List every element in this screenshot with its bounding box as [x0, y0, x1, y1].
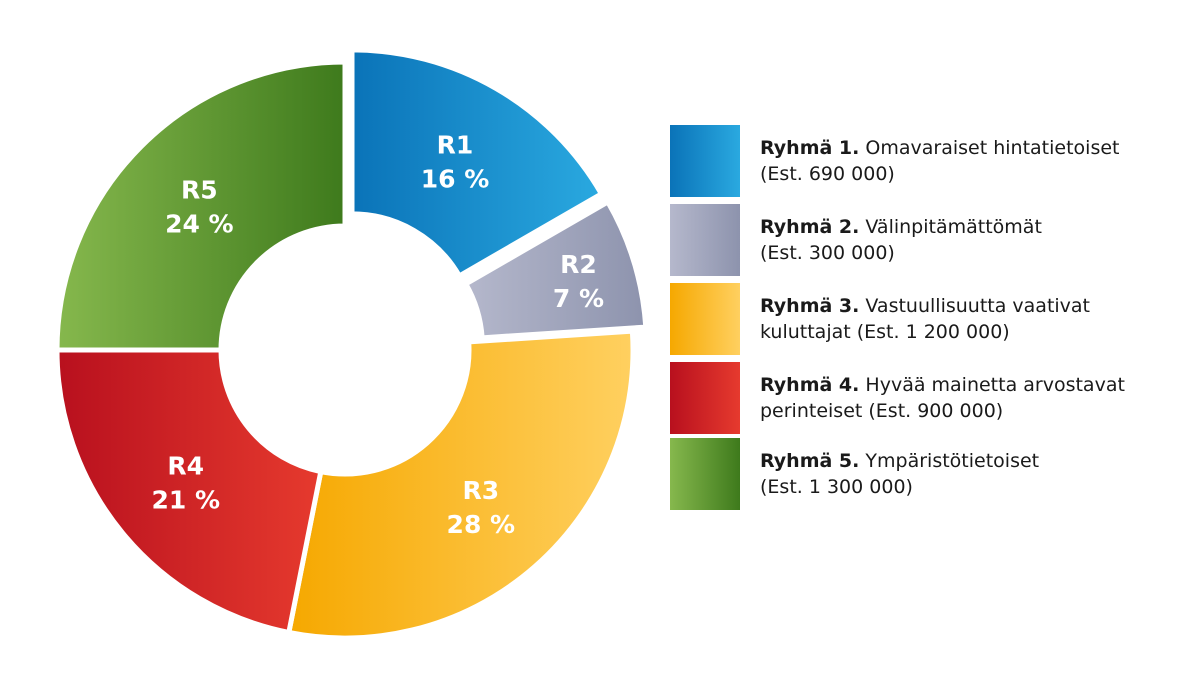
legend-group-r1: Ryhmä 1.	[760, 137, 860, 159]
legend-desc-r5: Ympäristötietoiset	[859, 450, 1040, 472]
legend-item-r3: Ryhmä 3. Vastuullisuutta vaativat kulutt…	[670, 283, 1140, 355]
legend-desc-r3: Vastuullisuutta vaativat	[859, 295, 1091, 317]
legend-est-r3: kuluttajat (Est. 1 200 000)	[760, 321, 1010, 343]
legend-swatch-r2	[670, 204, 740, 276]
donut-slices	[54, 47, 649, 641]
legend-text-r4: Ryhmä 4. Hyvää mainetta arvostavat perin…	[760, 372, 1140, 424]
slice-value-r4: 21 %	[151, 486, 220, 515]
legend-est-r5: (Est. 1 300 000)	[760, 476, 913, 498]
legend-item-r4: Ryhmä 4. Hyvää mainetta arvostavat perin…	[670, 362, 1140, 434]
legend-text-r1: Ryhmä 1. Omavaraiset hintatietoiset (Est…	[760, 135, 1140, 187]
legend-swatch-r4	[670, 362, 740, 434]
slice-value-r1: 16 %	[421, 164, 490, 193]
slice-r5	[54, 59, 348, 353]
legend-desc-r2: Välinpitämättömät	[859, 216, 1042, 238]
legend-group-r2: Ryhmä 2.	[760, 216, 860, 238]
legend-group-r5: Ryhmä 5.	[760, 450, 860, 472]
legend-item-r2: Ryhmä 2. Välinpitämättömät (Est. 300 000…	[670, 204, 1140, 276]
slice-label-r3: R3	[462, 476, 499, 505]
legend-est-r1: (Est. 690 000)	[760, 163, 895, 185]
slice-label-r5: R5	[181, 175, 218, 204]
legend-item-r1: Ryhmä 1. Omavaraiset hintatietoiset (Est…	[670, 125, 1140, 197]
legend-est-r2: (Est. 300 000)	[760, 242, 895, 264]
slice-r3	[286, 328, 636, 641]
legend-text-r3: Ryhmä 3. Vastuullisuutta vaativat kulutt…	[760, 293, 1140, 345]
slice-r4	[54, 347, 324, 635]
slice-value-r5: 24 %	[165, 209, 234, 238]
slice-r2	[463, 199, 649, 341]
legend-est-r4: perinteiset (Est. 900 000)	[760, 400, 1004, 422]
legend-text-r2: Ryhmä 2. Välinpitämättömät (Est. 300 000…	[760, 214, 1140, 266]
legend-swatch-r3	[670, 283, 740, 355]
slice-r1	[349, 47, 604, 279]
legend-group-r3: Ryhmä 3.	[760, 295, 860, 317]
donut-labels: R1 16 % R2 7 % R3 28 % R4 21 % R5 24 %	[151, 130, 604, 538]
legend-group-r4: Ryhmä 4.	[760, 374, 860, 396]
legend-desc-r4: Hyvää mainetta arvostavat	[859, 374, 1125, 396]
slice-value-r2: 7 %	[553, 284, 604, 313]
slice-label-r2: R2	[560, 250, 597, 279]
legend-desc-r1: Omavaraiset hintatietoiset	[859, 137, 1120, 159]
legend-swatch-r1	[670, 125, 740, 197]
legend-swatch-r5	[670, 438, 740, 510]
legend-item-r5: Ryhmä 5. Ympäristötietoiset (Est. 1 300 …	[670, 438, 1140, 510]
legend-text-r5: Ryhmä 5. Ympäristötietoiset (Est. 1 300 …	[760, 448, 1140, 500]
slice-label-r4: R4	[167, 452, 204, 481]
slice-value-r3: 28 %	[447, 510, 516, 539]
slice-label-r1: R1	[437, 130, 474, 159]
